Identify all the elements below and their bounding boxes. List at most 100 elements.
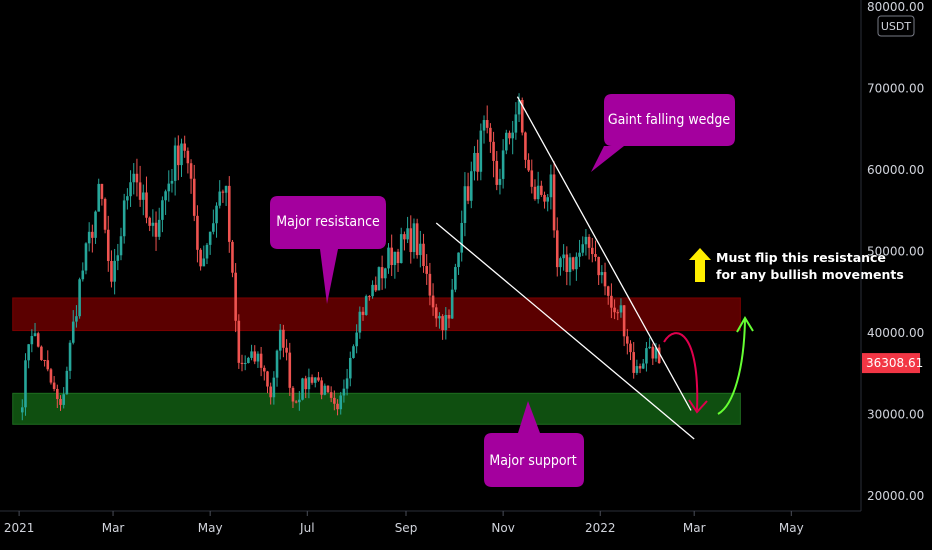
candle-body (282, 329, 285, 348)
candle-body (364, 296, 368, 315)
candle-body (568, 257, 572, 273)
candle-body (396, 251, 400, 264)
candle-body (654, 347, 658, 359)
candle-body (148, 217, 151, 226)
candle-body (227, 185, 231, 242)
candle-body (71, 321, 75, 343)
candle-body (444, 314, 448, 331)
candle-body (339, 395, 343, 410)
candle-body (434, 307, 438, 319)
candle-body (495, 160, 499, 185)
candle-body (164, 191, 167, 201)
candle-body (399, 234, 403, 264)
candle-body (329, 392, 333, 398)
candle-body (46, 360, 50, 370)
candle-body (575, 256, 578, 270)
candle-body (463, 186, 467, 223)
candle-body (215, 205, 218, 224)
candle-body (253, 351, 257, 362)
candle-body (113, 260, 116, 282)
y-tick-label: 60000.00 (867, 163, 924, 177)
support-zone (12, 392, 741, 425)
candle-body (56, 388, 59, 399)
candle-body (581, 244, 585, 253)
candle-body (600, 272, 604, 276)
projection-up-arrow (717, 319, 746, 415)
candle-body (371, 284, 374, 297)
candle-body (52, 382, 56, 389)
candle-body (606, 286, 610, 296)
candle-body (457, 252, 460, 268)
candle-body (626, 336, 629, 344)
candle-body (638, 366, 642, 369)
candle-body (263, 367, 266, 372)
candle-body (590, 247, 594, 255)
candles (20, 93, 661, 421)
candle-body (59, 398, 62, 405)
candle-body (635, 366, 639, 373)
candle-body (278, 329, 282, 351)
candle-body (141, 192, 145, 200)
candle-body (212, 223, 215, 232)
candle-body (384, 268, 387, 279)
candle-body (543, 194, 546, 202)
candle-body (619, 305, 623, 313)
candle-body (310, 377, 314, 383)
candle-body (199, 249, 202, 267)
currency-unit-label: USDT (881, 20, 912, 33)
support-callout-label: Major support (489, 453, 576, 469)
resistance-callout: Major resistance (270, 196, 386, 304)
note-line-2: for any bullish movements (716, 267, 904, 282)
candle-body (492, 141, 495, 161)
candle-body (119, 236, 123, 256)
candle-body (527, 159, 530, 171)
candle-body (145, 192, 148, 218)
candle-body (326, 385, 330, 393)
candle-body (498, 178, 502, 185)
candle-body (460, 222, 464, 253)
candle-body (138, 182, 142, 200)
candle-body (237, 320, 241, 363)
candle-body (422, 243, 425, 267)
candle-body (616, 312, 620, 314)
candle-body (441, 316, 444, 331)
candle-body (368, 296, 371, 298)
candle-body (250, 351, 253, 358)
candle-body (613, 307, 616, 313)
candle-body (170, 180, 174, 184)
candle-body (447, 314, 451, 319)
candle-body (202, 258, 206, 267)
candle-body (317, 377, 320, 381)
candle-body (489, 127, 492, 142)
candle-body (333, 397, 336, 404)
candle-body (94, 211, 97, 238)
y-tick-label: 70000.00 (867, 82, 924, 96)
candle-body (428, 273, 432, 296)
candle-body (552, 174, 556, 231)
candle-body (36, 333, 40, 347)
candle-body (288, 352, 292, 388)
candle-body (597, 256, 600, 276)
candle-body (161, 200, 164, 220)
candle-body (508, 132, 511, 139)
candle-body (167, 183, 171, 192)
candle-body (30, 336, 34, 345)
candle-body (49, 369, 53, 383)
candle-body (479, 130, 483, 172)
candle-body (186, 150, 190, 164)
candle-body (33, 333, 37, 337)
candle-body (40, 346, 43, 360)
candle-body (307, 377, 311, 390)
candle-body (132, 173, 136, 183)
y-tick-label: 30000.00 (867, 408, 924, 422)
last-price-label: 36308.61 (866, 356, 923, 370)
candle-body (406, 228, 409, 240)
candle-body (247, 357, 250, 363)
candle-body (374, 284, 378, 291)
candle-body (409, 228, 413, 253)
candle-body (454, 267, 457, 290)
candle-body (603, 272, 607, 287)
candle-body (657, 347, 661, 364)
currency-unit-box: USDT (877, 15, 915, 37)
